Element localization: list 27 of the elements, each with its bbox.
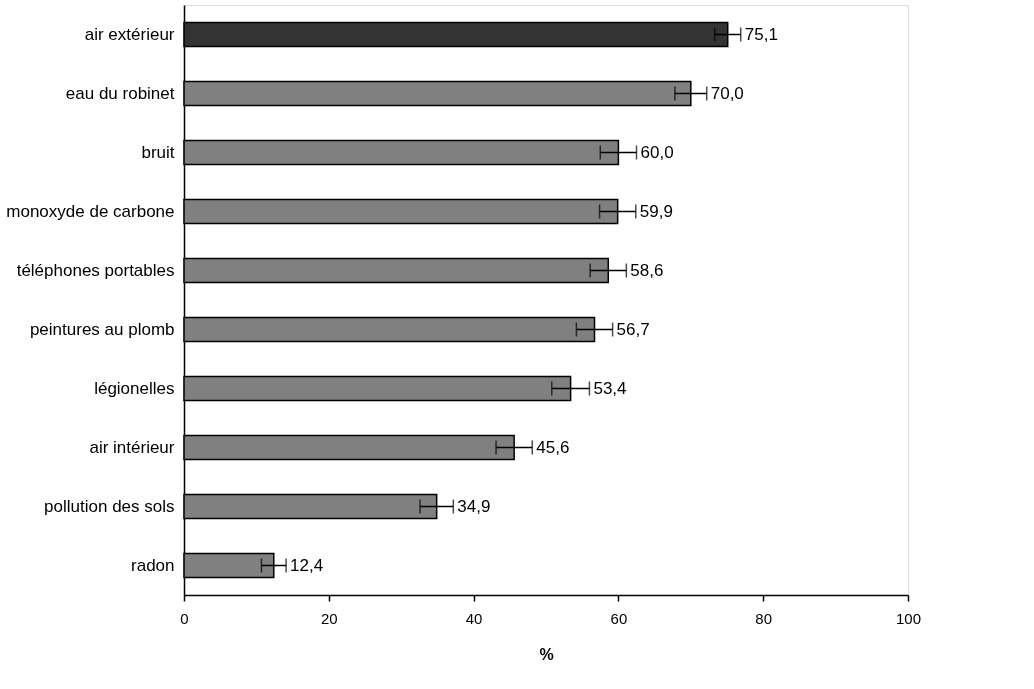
x-tick-label: 40 bbox=[465, 609, 483, 627]
x-tick-label: 20 bbox=[320, 609, 338, 627]
x-tick-label: 100 bbox=[895, 609, 922, 627]
y-tick-label: monoxyde de carbone bbox=[6, 201, 175, 221]
y-tick-label: peintures au plomb bbox=[29, 319, 175, 339]
x-axis-title: % bbox=[539, 645, 554, 663]
data-label: 75,1 bbox=[744, 24, 778, 44]
y-tick-label: légionelles bbox=[94, 378, 175, 398]
data-label: 59,9 bbox=[639, 201, 673, 221]
data-label: 12,4 bbox=[290, 555, 324, 575]
x-tick-label: 80 bbox=[755, 609, 773, 627]
x-tick-label: 0 bbox=[180, 609, 189, 627]
data-label: 34,9 bbox=[457, 496, 491, 516]
y-tick-label: eau du robinet bbox=[65, 83, 175, 103]
data-label: 58,6 bbox=[630, 260, 664, 280]
data-label: 56,7 bbox=[616, 319, 650, 339]
data-label: 45,6 bbox=[536, 437, 570, 457]
x-tick-label: 60 bbox=[610, 609, 628, 627]
data-label: 70,0 bbox=[710, 83, 744, 103]
y-tick-label: radon bbox=[131, 555, 175, 575]
y-tick-label: téléphones portables bbox=[16, 260, 175, 280]
y-tick-label: pollution des sols bbox=[44, 496, 175, 516]
y-tick-label: air intérieur bbox=[89, 437, 175, 457]
data-label: 60,0 bbox=[640, 142, 674, 162]
data-label: 53,4 bbox=[593, 378, 627, 398]
y-tick-label: air extérieur bbox=[84, 24, 175, 44]
y-tick-label: bruit bbox=[141, 142, 175, 162]
